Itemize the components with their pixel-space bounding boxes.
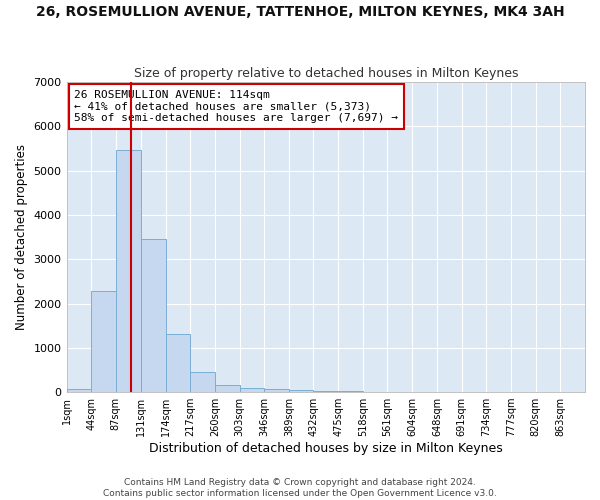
Bar [166, 334, 190, 392]
Bar [141, 240, 166, 392]
X-axis label: Distribution of detached houses by size in Milton Keynes: Distribution of detached houses by size … [149, 442, 503, 455]
Bar [264, 389, 289, 392]
Bar [313, 391, 338, 392]
Bar [190, 372, 215, 392]
Bar [215, 385, 239, 392]
Bar [91, 291, 116, 392]
Y-axis label: Number of detached properties: Number of detached properties [15, 144, 28, 330]
Text: 26, ROSEMULLION AVENUE, TATTENHOE, MILTON KEYNES, MK4 3AH: 26, ROSEMULLION AVENUE, TATTENHOE, MILTO… [35, 5, 565, 19]
Text: 26 ROSEMULLION AVENUE: 114sqm
← 41% of detached houses are smaller (5,373)
58% o: 26 ROSEMULLION AVENUE: 114sqm ← 41% of d… [74, 90, 398, 123]
Title: Size of property relative to detached houses in Milton Keynes: Size of property relative to detached ho… [134, 66, 518, 80]
Text: Contains HM Land Registry data © Crown copyright and database right 2024.
Contai: Contains HM Land Registry data © Crown c… [103, 478, 497, 498]
Bar [239, 388, 264, 392]
Bar [289, 390, 313, 392]
Bar [67, 389, 91, 392]
Bar [116, 150, 141, 392]
